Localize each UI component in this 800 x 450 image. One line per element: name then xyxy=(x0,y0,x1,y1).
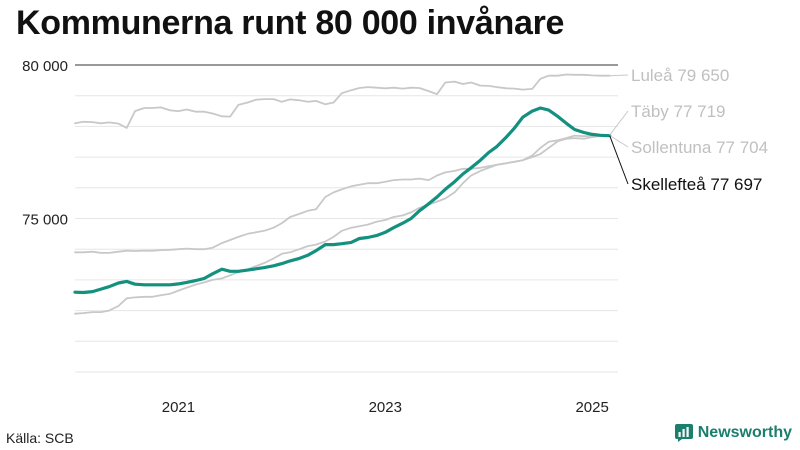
x-tick-label: 2023 xyxy=(369,399,402,416)
y-tick-label: 75 000 xyxy=(22,212,68,229)
x-tick-label: 2021 xyxy=(162,399,195,416)
x-axis-ticks: 2021 2023 2025 xyxy=(162,399,609,416)
brand-logo-block[interactable]: Newsworthy xyxy=(674,424,792,442)
series-labels: Luleå 79 650 Täby 77 719 Sollentuna 77 704… xyxy=(609,66,768,194)
series-label-luleå: Luleå 79 650 xyxy=(631,66,729,85)
label-connector-skellefteå xyxy=(609,135,629,185)
source-note: Källa: SCB xyxy=(6,430,74,446)
chart-title: Kommunerna runt 80 000 invånare xyxy=(16,4,565,42)
grid-lines xyxy=(75,64,618,373)
brand-name: Newsworthy xyxy=(697,424,792,441)
series-line-sollentuna xyxy=(74,134,611,254)
series-label-sollentuna: Sollentuna 77 704 xyxy=(631,138,768,157)
series-line-luleå xyxy=(74,73,611,129)
x-tick-label: 2025 xyxy=(575,399,608,416)
y-tick-label: 80 000 xyxy=(22,58,68,75)
label-connector-täby xyxy=(609,110,629,136)
label-connector-sollentuna xyxy=(609,135,629,148)
label-connector-luleå xyxy=(609,74,629,77)
series-label-täby: Täby 77 719 xyxy=(631,102,726,121)
series-line-skellefteå xyxy=(73,106,612,295)
series-label-skellefteå: Skellefteå 77 697 xyxy=(631,175,762,194)
newsworthy-logo-icon xyxy=(674,424,693,442)
y-axis-ticks: 75 000 80 000 xyxy=(22,58,68,229)
series-lines xyxy=(73,73,612,315)
series-line-täby xyxy=(74,134,611,315)
